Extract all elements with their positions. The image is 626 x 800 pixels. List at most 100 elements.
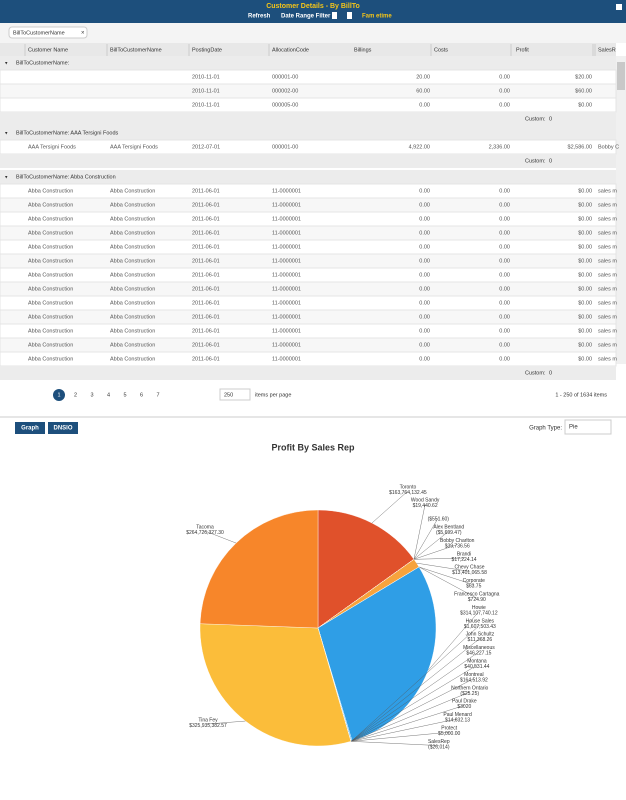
column-header[interactable]: BillToCustomerName xyxy=(110,47,162,53)
grid-cell: Abba Construction xyxy=(110,342,155,348)
grid-row[interactable] xyxy=(0,211,617,227)
grid-row[interactable] xyxy=(0,253,617,269)
slice-name: Howie xyxy=(472,605,486,611)
grid-cell: Abba Construction xyxy=(110,286,155,292)
graph-type-select[interactable] xyxy=(564,419,612,435)
grid-cell: 0.00 xyxy=(419,258,430,264)
group-row[interactable] xyxy=(0,56,616,70)
v-scrollbar[interactable] xyxy=(616,56,626,364)
grid-row[interactable] xyxy=(0,69,617,85)
grid-row[interactable] xyxy=(0,225,617,241)
page-number[interactable]: 1 xyxy=(57,392,60,398)
grid-cell: 2011-06-01 xyxy=(192,272,220,278)
page-size: 250 xyxy=(224,392,233,398)
column-header[interactable]: Profit xyxy=(516,47,529,53)
grid-row[interactable] xyxy=(0,281,617,297)
grid-row[interactable] xyxy=(0,295,617,311)
grid-row[interactable] xyxy=(0,323,617,339)
grid-cell: 2010-11-01 xyxy=(192,102,220,108)
grid-row[interactable] xyxy=(0,309,617,325)
grid-cell: Abba Construction xyxy=(110,356,155,362)
v-scroll-thumb[interactable] xyxy=(617,62,625,90)
footer-value: 0 xyxy=(549,370,552,376)
grid-cell: $60.00 xyxy=(575,88,592,94)
page-number[interactable]: 7 xyxy=(156,392,159,398)
dnsio-button[interactable] xyxy=(48,422,78,434)
leader-line xyxy=(413,504,426,560)
grid-cell: 11-0000001 xyxy=(272,188,301,194)
group-toggle: ▾ xyxy=(5,174,8,180)
grid-cell: 0.00 xyxy=(499,244,510,250)
slice-name: Paul Drake xyxy=(452,699,477,705)
grid-cell: sales m xyxy=(598,356,617,362)
page-number[interactable]: 3 xyxy=(90,392,93,398)
page-number[interactable]: 4 xyxy=(107,392,110,398)
group-row[interactable] xyxy=(0,126,616,140)
grid-row[interactable] xyxy=(0,97,617,113)
slice-value: $5,000.00 xyxy=(438,731,460,737)
menu-icon[interactable] xyxy=(616,4,622,10)
slice-name: Chevy Chase xyxy=(455,565,485,571)
grid-cell: sales m xyxy=(598,202,617,208)
page-title: Customer Details - By BillTo xyxy=(266,3,360,10)
top-bar xyxy=(0,0,626,23)
chip-remove[interactable]: × xyxy=(81,31,85,37)
leader-line xyxy=(350,705,465,742)
slice-value: $46,227.15 xyxy=(466,651,491,657)
column-header[interactable]: Costs xyxy=(434,47,448,53)
grid-row[interactable] xyxy=(0,337,617,353)
page-size-select[interactable] xyxy=(219,388,251,401)
group-chip-label: BillToCustomerName xyxy=(13,30,65,36)
grid-cell: sales m xyxy=(598,342,617,348)
column-header[interactable]: Customer Name xyxy=(28,47,68,53)
grid-cell: 4,922.00 xyxy=(409,144,430,150)
graph-button[interactable] xyxy=(15,422,45,434)
grid-cell: 2011-06-01 xyxy=(192,216,220,222)
grid-row[interactable] xyxy=(0,351,617,367)
page-button-active[interactable] xyxy=(53,389,65,401)
grid-cell: AAA Tersigni Foods xyxy=(28,144,76,150)
grid-row[interactable] xyxy=(0,267,617,283)
refresh-button[interactable]: Refresh xyxy=(248,14,271,20)
grid-cell: Abba Construction xyxy=(28,356,73,362)
grid-cell: $0.00 xyxy=(578,342,592,348)
grid-row[interactable] xyxy=(0,139,617,155)
grid-cell: 11-0000001 xyxy=(272,356,301,362)
grid-cell: Abba Construction xyxy=(110,202,155,208)
leader-line xyxy=(418,566,474,585)
grid-cell: Bobby C xyxy=(598,144,619,150)
grid-row[interactable] xyxy=(0,239,617,255)
column-header[interactable]: AllocationCode xyxy=(272,47,309,53)
column-header[interactable]: Billings xyxy=(354,47,372,53)
export-icon[interactable] xyxy=(332,12,337,19)
grid-row[interactable] xyxy=(0,197,617,213)
group-row[interactable] xyxy=(0,170,616,184)
grid-row[interactable] xyxy=(0,183,617,199)
date-filter-button[interactable]: Date Range Filter xyxy=(281,14,331,20)
grid-cell: 0.00 xyxy=(499,286,510,292)
grid-cell: 2011-06-01 xyxy=(192,356,220,362)
leader-line xyxy=(350,741,439,746)
page-number[interactable]: 2 xyxy=(74,392,77,398)
grid-cell: 0.00 xyxy=(419,286,430,292)
group-chip[interactable] xyxy=(8,26,88,39)
page-size-label: items per page xyxy=(255,392,291,398)
grid-cell: $0.00 xyxy=(578,328,592,334)
leader-line xyxy=(350,638,481,742)
grid-cell: 0.00 xyxy=(419,328,430,334)
grid-cell: 2010-11-01 xyxy=(192,74,220,80)
page-number[interactable]: 6 xyxy=(140,392,143,398)
grid-cell: Abba Construction xyxy=(28,300,73,306)
export-icon[interactable] xyxy=(347,12,352,19)
slice-name: Miscellaneous xyxy=(463,645,495,651)
grid-row[interactable] xyxy=(0,83,617,99)
column-header[interactable]: PostingDate xyxy=(192,47,222,53)
page-number[interactable]: 5 xyxy=(123,392,126,398)
grid-cell: Abba Construction xyxy=(110,314,155,320)
slice-value: ($5,699.47) xyxy=(436,530,462,536)
footer-label: Custom: xyxy=(525,158,546,164)
grid-cell: Abba Construction xyxy=(28,342,73,348)
pie-slice xyxy=(199,509,319,629)
grid-cell: 2011-06-01 xyxy=(192,328,220,334)
column-header[interactable]: SalesR xyxy=(598,47,616,53)
